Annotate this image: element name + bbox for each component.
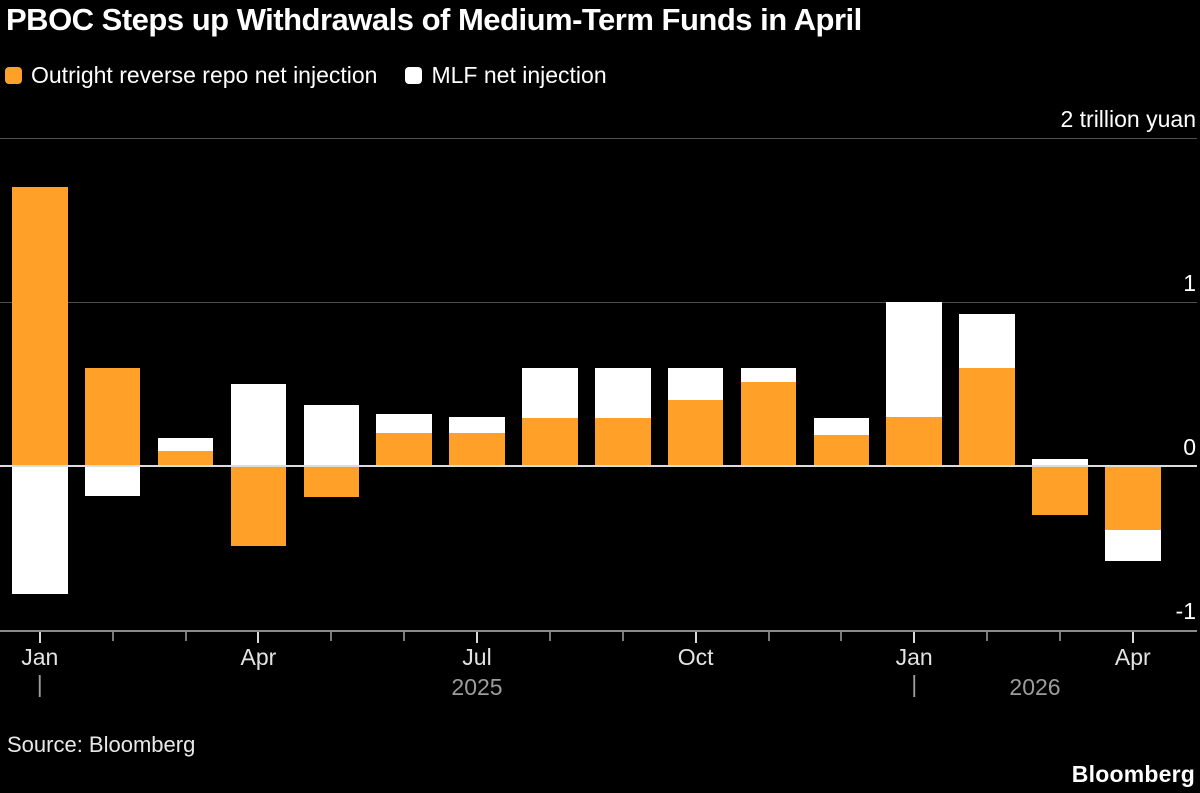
x-tick-label-jan-2025: Jan: [21, 644, 59, 670]
x-tick-label-jul-2025: Jul: [462, 644, 492, 670]
x-tick-sep-2025: [621, 632, 624, 641]
bar-nov-2025-mlf: [740, 367, 797, 383]
x-tick-may-2025: [330, 632, 333, 641]
bar-apr-2026-mlf: [1105, 530, 1161, 562]
bar-mar-2026-mlf: [1032, 459, 1088, 466]
x-tick-jul-2025: [476, 632, 478, 643]
x-tick-label-apr-2025: Apr: [240, 644, 277, 670]
bar-apr-2026-outright: [1105, 466, 1161, 530]
bar-dec-2025-outright: [813, 434, 870, 466]
x-tick-jun-2025: [403, 632, 406, 641]
bar-dec-2025-mlf: [813, 418, 870, 435]
gridline-1: [0, 630, 1197, 632]
bar-feb-2026-mlf: [959, 313, 1015, 368]
x-tick-dec-2025: [840, 632, 843, 641]
bar-mar-2026-outright: [1032, 466, 1088, 516]
year-break-marker: |: [36, 671, 43, 697]
x-tick-mar-2026: [1058, 632, 1061, 641]
x-tick-label-jan-2026: Jan: [895, 644, 933, 670]
bar-sep-2025-mlf: [595, 367, 651, 419]
bar-jan-2026-outright: [886, 416, 942, 466]
x-tick-feb-2025: [111, 632, 114, 641]
bar-apr-2025-outright: [230, 466, 287, 547]
bar-jan-2025-outright: [12, 187, 68, 466]
x-tick-aug-2025: [548, 632, 551, 641]
bar-feb-2025-mlf: [84, 466, 141, 496]
legend-item-outright-reverse-repo-net-injection: Outright reverse repo net injection: [5, 62, 377, 89]
y-tick-label-1: 1: [1183, 270, 1196, 296]
x-tick-apr-2026: [1131, 632, 1134, 643]
x-tick-mar-2025: [184, 632, 187, 641]
bar-jan-2026-mlf: [886, 302, 942, 417]
bar-jun-2025-outright: [376, 433, 432, 466]
y-tick-label-2-trillion-yuan: 2 trillion yuan: [1060, 106, 1196, 132]
legend-label: Outright reverse repo net injection: [31, 62, 378, 88]
bar-may-2025-outright: [303, 466, 359, 498]
bar-sep-2025-outright: [595, 418, 651, 466]
bloomberg-logo: Bloomberg: [1071, 761, 1195, 787]
bar-nov-2025-outright: [740, 382, 797, 466]
x-tick-jan-2026: [913, 632, 916, 643]
bar-feb-2026-outright: [959, 367, 1015, 466]
legend-swatch-icon: [405, 67, 423, 84]
year-label-2025: 2025: [451, 674, 503, 700]
x-tick-apr-2025: [257, 632, 260, 643]
gridline-1: [0, 302, 1197, 303]
bar-mar-2025-mlf: [157, 438, 214, 452]
source-text: Source: Bloomberg: [7, 732, 196, 757]
bar-oct-2025-mlf: [667, 367, 724, 401]
year-break-marker: |: [911, 671, 918, 697]
bar-aug-2025-mlf: [522, 367, 578, 419]
x-tick-nov-2025: [767, 632, 770, 641]
x-tick-label-apr-2026: Apr: [1114, 644, 1151, 670]
y-tick-label-1: -1: [1175, 598, 1196, 624]
chart-title: PBOC Steps up Withdrawals of Medium-Term…: [6, 2, 862, 37]
y-tick-label-0: 0: [1183, 434, 1196, 460]
legend-item-mlf-net-injection: MLF net injection: [405, 62, 607, 89]
zero-line: [0, 465, 1197, 467]
legend-swatch-icon: [5, 67, 22, 84]
gridline-2: [0, 138, 1197, 139]
bar-oct-2025-outright: [667, 400, 724, 466]
bar-mar-2025-outright: [157, 451, 214, 466]
bar-feb-2025-outright: [84, 367, 141, 466]
x-tick-jan-2025: [38, 632, 41, 643]
bar-apr-2025-mlf: [230, 384, 287, 466]
x-tick-feb-2026: [986, 632, 989, 641]
bar-jul-2025-outright: [449, 433, 505, 466]
bar-jan-2025-mlf: [12, 466, 68, 594]
bar-jul-2025-mlf: [449, 416, 505, 434]
x-tick-label-oct-2025: Oct: [677, 644, 714, 670]
legend-label: MLF net injection: [431, 62, 607, 88]
year-label-2026: 2026: [1009, 674, 1061, 700]
bar-jun-2025-mlf: [376, 413, 432, 434]
bar-may-2025-mlf: [303, 405, 359, 466]
legend: Outright reverse repo net injection MLF n…: [5, 62, 607, 89]
x-tick-oct-2025: [694, 632, 697, 643]
bar-aug-2025-outright: [522, 418, 578, 466]
